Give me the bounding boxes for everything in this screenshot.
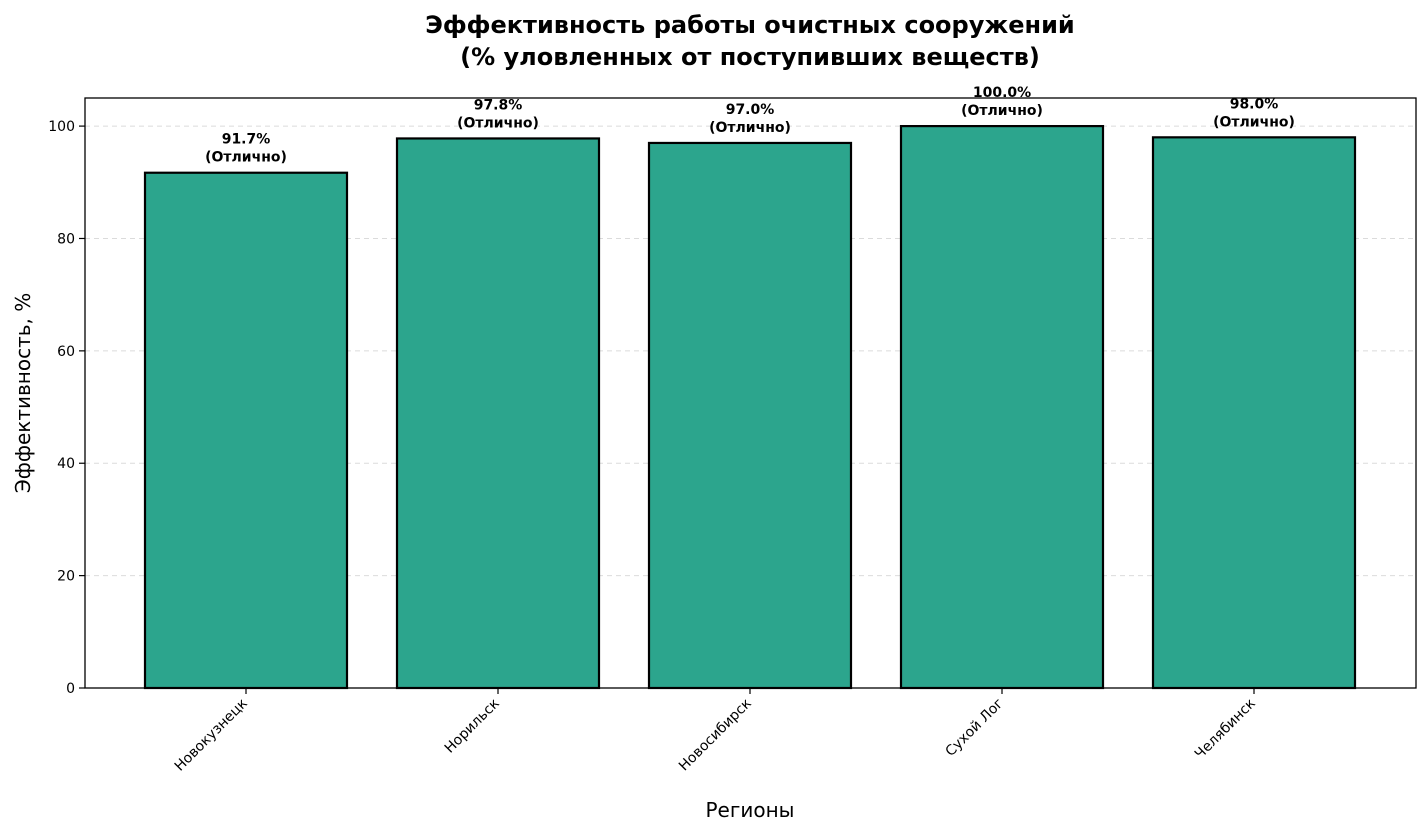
x-tick-label: Новосибирск: [676, 696, 755, 775]
y-tick-label: 0: [66, 681, 75, 697]
x-axis: Новокузнецк Норильск Новосибирск Сухой Лог Ч…: [172, 688, 1259, 775]
bar: [899, 124, 1105, 690]
bar: [1151, 136, 1357, 690]
bar-value-label: 91.7%: [222, 132, 271, 148]
bar-labels: 91.7% (Отлично) 97.8% (Отлично) 97.0% (Отличн…: [205, 85, 1295, 166]
bar-rating-label: (Отлично): [1213, 114, 1295, 130]
bar: [143, 171, 349, 690]
x-tick-label: Норильск: [442, 696, 503, 757]
y-tick-label: 60: [57, 344, 75, 360]
bar-value-label: 97.0%: [726, 102, 775, 118]
x-tick-label: Челябинск: [1192, 696, 1259, 763]
chart-subtitle: (% уловленных от поступивших веществ): [460, 43, 1040, 71]
bars: [143, 124, 1357, 690]
bar-rating-label: (Отлично): [205, 150, 287, 166]
bar-rating-label: (Отлично): [709, 120, 791, 136]
x-tick-label: Сухой Лог: [943, 696, 1007, 760]
x-tick-label: Новокузнецк: [172, 696, 251, 775]
bar: [647, 141, 853, 690]
x-axis-label: Регионы: [706, 798, 795, 822]
chart-title: Эффективность работы очистных сооружений: [425, 11, 1075, 39]
bar-value-label: 97.8%: [474, 97, 523, 113]
bar-rating-label: (Отлично): [961, 103, 1043, 119]
y-tick-label: 80: [57, 231, 75, 247]
y-tick-label: 100: [48, 119, 75, 135]
y-axis-label: Эффективность, %: [11, 293, 35, 493]
y-tick-label: 40: [57, 456, 75, 472]
y-tick-label: 20: [57, 569, 75, 585]
bar-value-label: 100.0%: [973, 85, 1031, 101]
bar: [395, 137, 601, 690]
bar-value-label: 98.0%: [1230, 96, 1279, 112]
y-axis: 0 20 40 60 80 100: [48, 119, 85, 697]
bar-rating-label: (Отлично): [457, 115, 539, 131]
